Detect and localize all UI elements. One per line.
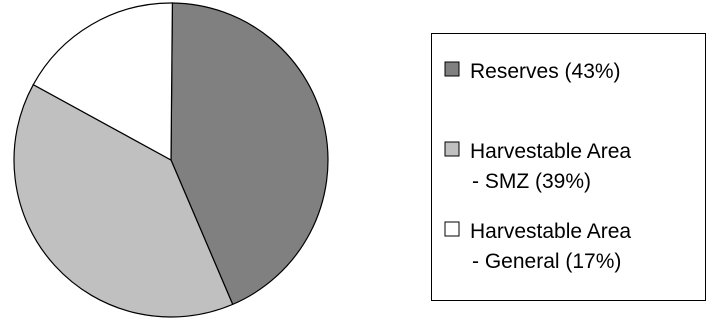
legend-label-1-line-1: - SMZ (39%): [472, 170, 591, 193]
legend-label-0-line-0: Reserves (43%): [470, 60, 621, 83]
pie-slice-1: [13, 83, 234, 318]
legend-swatch-1: [444, 141, 460, 157]
legend-swatch-0: [444, 61, 460, 77]
legend-label-2-line-1: - General (17%): [472, 250, 621, 273]
legend-label-2-line-0: Harvestable Area: [470, 220, 631, 243]
legend: Reserves (43%) Harvestable Area - SMZ (39%…: [444, 60, 631, 273]
pie-slice-2: [32, 2, 173, 162]
pie-slice-0: [170, 2, 329, 306]
legend-label-1-line-0: Harvestable Area: [470, 140, 631, 163]
legend-swatch-2: [444, 221, 460, 237]
pie-group: [13, 2, 329, 318]
legend-box: [431, 33, 706, 301]
